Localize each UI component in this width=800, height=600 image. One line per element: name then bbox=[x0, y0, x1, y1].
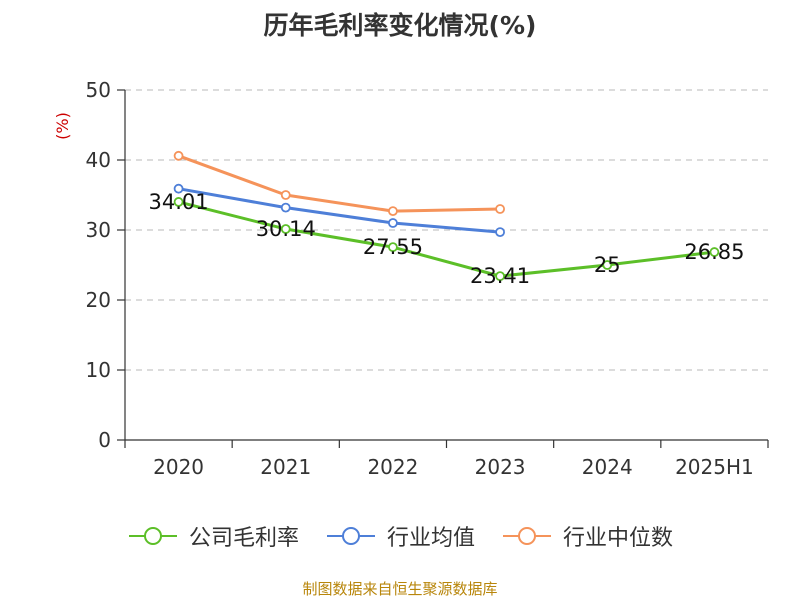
legend-item[interactable]: 行业中位数 bbox=[501, 520, 673, 552]
line-chart: 0 10 20 30 40 50 2020 2021 2022 2023 2024 2025H1 (… bbox=[53, 78, 769, 479]
data-label: 27.55 bbox=[363, 235, 423, 259]
x-tick-label: 2021 bbox=[260, 455, 311, 479]
series-line bbox=[178, 154, 501, 213]
data-label: 34.01 bbox=[149, 190, 209, 214]
data-point bbox=[173, 183, 184, 194]
legend-item[interactable]: 公司毛利率 bbox=[127, 520, 299, 552]
data-labels: 34.01 30.14 27.55 23.41 25 26.85 bbox=[149, 190, 745, 288]
x-axis-ticks: 2020 2021 2022 2023 2024 2025H1 bbox=[124, 440, 769, 479]
data-point bbox=[280, 202, 291, 213]
legend-circle bbox=[518, 527, 536, 545]
data-point bbox=[602, 260, 613, 270]
y-axis-ticks: 0 10 20 30 40 50 bbox=[86, 78, 125, 452]
data-point bbox=[388, 218, 398, 228]
data-point bbox=[173, 197, 184, 207]
data-label: 25 bbox=[594, 253, 621, 277]
data-source-note: 制图数据来自恒生聚源数据库 bbox=[302, 580, 498, 598]
data-point bbox=[388, 206, 398, 217]
series-line bbox=[178, 187, 501, 234]
series-line bbox=[178, 200, 715, 278]
legend-label: 行业中位数 bbox=[563, 526, 674, 551]
data-point bbox=[495, 204, 505, 214]
grid-lines bbox=[125, 89, 768, 371]
y-tick-label: 40 bbox=[86, 148, 111, 172]
axes bbox=[124, 90, 768, 441]
legend-marker-icon bbox=[326, 527, 375, 545]
legend-marker-icon bbox=[128, 527, 177, 545]
x-tick-label: 2024 bbox=[582, 455, 633, 479]
data-point bbox=[280, 190, 291, 200]
legend-marker-icon bbox=[503, 527, 551, 545]
x-tick-label: 2022 bbox=[367, 455, 418, 479]
data-point bbox=[280, 224, 291, 234]
legend-circle bbox=[143, 527, 162, 545]
data-label: 26.85 bbox=[684, 240, 744, 264]
x-tick-label: 2020 bbox=[153, 455, 204, 479]
legend-label: 公司毛利率 bbox=[188, 526, 299, 551]
data-point bbox=[709, 247, 720, 257]
data-point bbox=[388, 242, 398, 253]
data-point bbox=[173, 150, 184, 161]
legend-label: 行业均值 bbox=[386, 526, 475, 551]
legend: 公司毛利率 行业均值 行业中位数 bbox=[0, 520, 800, 552]
legend-circle bbox=[341, 527, 360, 545]
y-tick-label: 50 bbox=[86, 78, 111, 102]
y-tick-label: 10 bbox=[86, 358, 111, 382]
x-tick-label: 2023 bbox=[475, 455, 526, 479]
y-tick-label: 30 bbox=[86, 218, 111, 242]
series-lines bbox=[173, 150, 720, 282]
data-point bbox=[495, 271, 505, 282]
y-tick-label: 0 bbox=[98, 428, 111, 452]
legend-item[interactable]: 行业均值 bbox=[325, 520, 475, 552]
data-label: 30.14 bbox=[256, 217, 316, 241]
x-tick-label: 2025H1 bbox=[675, 455, 754, 479]
y-axis-label: (%) bbox=[53, 112, 72, 140]
data-point bbox=[495, 227, 505, 238]
data-label: 23.41 bbox=[470, 264, 530, 288]
chart-title: 历年毛利率变化情况(%) bbox=[263, 11, 537, 40]
y-tick-label: 20 bbox=[86, 288, 111, 312]
